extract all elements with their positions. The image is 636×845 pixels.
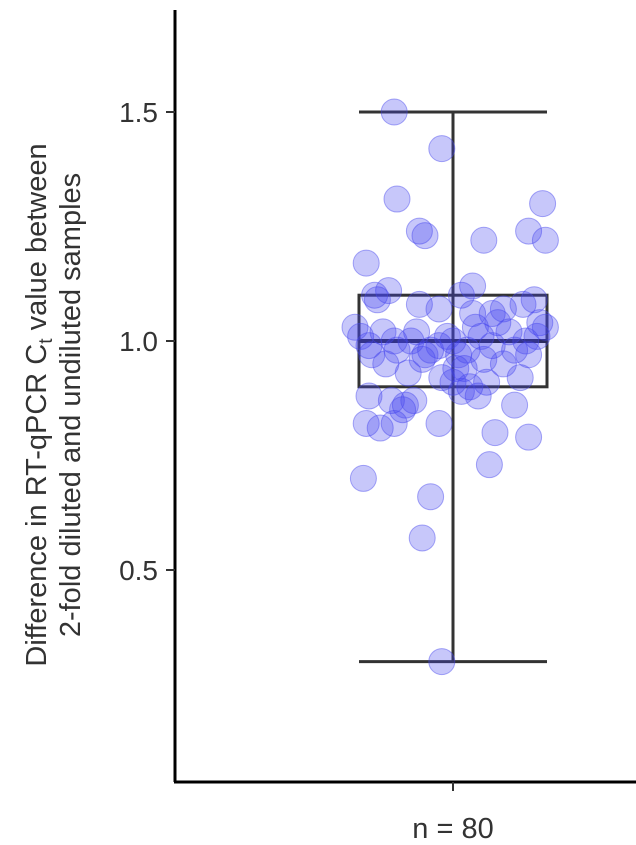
data-point <box>417 483 445 511</box>
boxplot <box>357 110 549 664</box>
data-point <box>349 464 377 492</box>
data-point <box>433 322 461 350</box>
data-point <box>464 382 492 410</box>
data-point <box>529 190 557 218</box>
data-point <box>489 350 517 378</box>
data-point <box>515 217 543 245</box>
data-point <box>380 98 408 126</box>
data-point <box>470 345 498 373</box>
data-point <box>456 373 484 401</box>
data-points <box>341 98 559 676</box>
y-axis-title-line1: Difference in RT-qPCR Ct value between <box>21 143 57 666</box>
data-point <box>484 309 512 337</box>
data-point <box>523 322 551 350</box>
data-point <box>352 249 380 277</box>
data-point <box>447 377 475 405</box>
data-point <box>439 327 467 355</box>
data-point <box>428 135 456 163</box>
data-point <box>358 341 386 369</box>
data-point <box>495 318 523 346</box>
data-point <box>506 364 534 392</box>
y-tick-label: 1.0 <box>119 326 158 357</box>
data-point <box>411 222 439 250</box>
data-point <box>391 391 419 419</box>
data-point <box>470 226 498 254</box>
data-point <box>526 309 554 337</box>
data-point <box>445 341 473 369</box>
data-point <box>425 409 453 437</box>
data-point <box>372 350 400 378</box>
y-axis-title: Difference in RT-qPCR Ct value between 2… <box>21 143 87 666</box>
data-point <box>501 336 529 364</box>
data-point <box>467 322 495 350</box>
data-point <box>400 387 428 415</box>
data-point <box>369 318 397 346</box>
data-point <box>380 409 408 437</box>
data-point <box>383 185 411 213</box>
data-point <box>461 313 489 341</box>
data-point <box>447 281 475 309</box>
data-point <box>411 341 439 369</box>
y-ticks: 0.5 1.0 1.5 <box>119 97 175 586</box>
data-point <box>520 286 548 314</box>
y-axis-title-line2: 2-fold diluted and undiluted samples <box>55 173 87 637</box>
data-point <box>425 295 453 323</box>
y-axis-title-subscript: t <box>36 338 57 344</box>
data-point <box>417 336 445 364</box>
data-point <box>383 336 411 364</box>
data-point <box>453 336 481 364</box>
data-point <box>377 387 405 415</box>
data-point <box>478 300 506 328</box>
data-point <box>405 290 433 318</box>
data-point <box>375 277 403 305</box>
data-point <box>352 409 380 437</box>
x-tick-label: n = 80 <box>412 813 493 845</box>
data-point <box>512 327 540 355</box>
data-point <box>403 318 431 346</box>
data-point <box>408 345 436 373</box>
data-point <box>389 396 417 424</box>
data-point <box>341 313 369 341</box>
data-point <box>475 451 503 479</box>
data-point <box>405 217 433 245</box>
data-point <box>473 368 501 396</box>
data-point <box>481 419 509 447</box>
data-point <box>366 414 394 442</box>
data-point <box>439 368 467 396</box>
data-point <box>515 423 543 451</box>
data-point <box>428 364 456 392</box>
data-point <box>355 382 383 410</box>
data-point <box>489 295 517 323</box>
data-point <box>442 354 470 382</box>
data-point <box>361 281 389 309</box>
data-point <box>355 332 383 360</box>
data-point <box>425 332 453 360</box>
data-point <box>515 341 543 369</box>
data-point <box>450 354 478 382</box>
data-point <box>459 272 487 300</box>
data-point <box>531 226 559 254</box>
data-point <box>501 391 529 419</box>
data-point <box>397 327 425 355</box>
data-point <box>478 332 506 360</box>
data-point <box>408 524 436 552</box>
data-point <box>394 359 422 387</box>
data-point <box>509 290 537 318</box>
data-point <box>428 648 456 676</box>
data-point <box>459 300 487 328</box>
y-tick-label: 1.5 <box>119 97 158 128</box>
data-point <box>380 327 408 355</box>
data-point <box>531 313 559 341</box>
data-point <box>347 322 375 350</box>
y-tick-label: 0.5 <box>119 555 158 586</box>
data-point <box>363 286 391 314</box>
